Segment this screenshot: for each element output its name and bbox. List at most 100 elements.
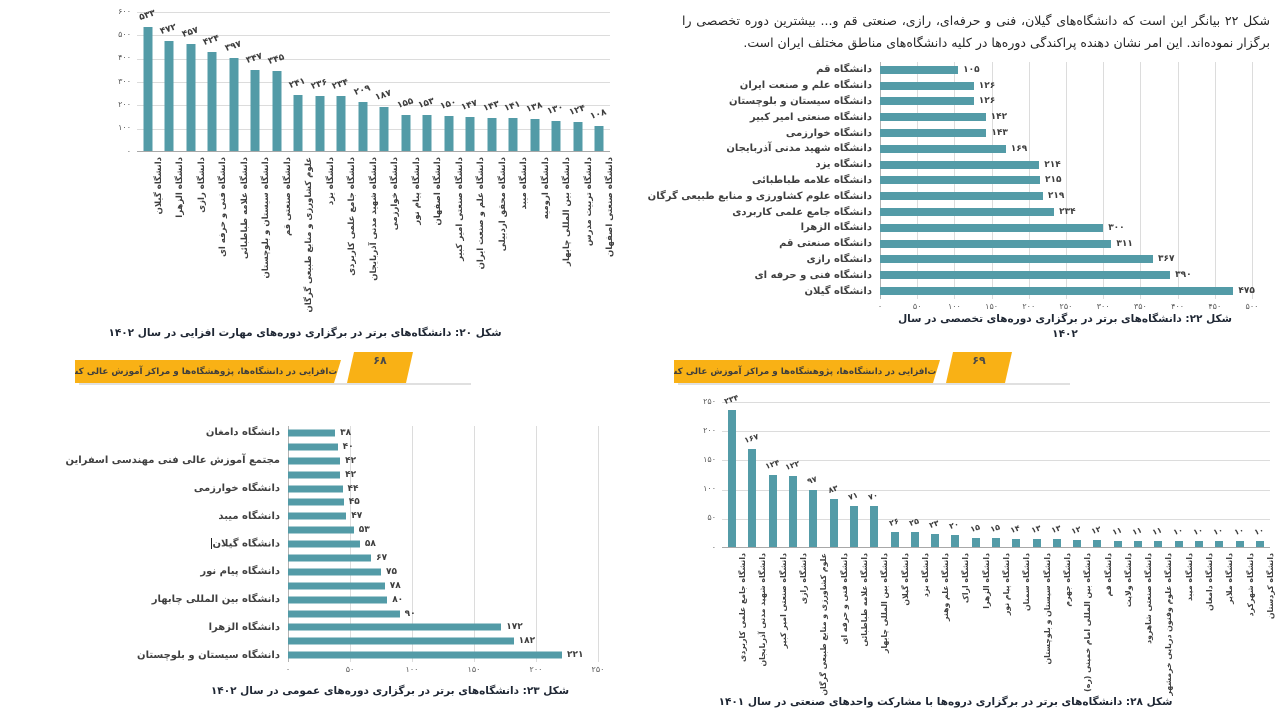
- value-label: ۴۲۴: [202, 33, 222, 49]
- bar-row: دانشگاه علوم کشاورزی و منابع طبیعی گرگان…: [648, 188, 1252, 204]
- value-label: ۱۸۷: [374, 88, 394, 104]
- x-axis-tick: ۴۰۰: [1171, 302, 1185, 311]
- banner-shadow: [678, 383, 1070, 385]
- bar: [1073, 540, 1082, 547]
- bar-row: دانشگاه رازی ۳۶۷: [674, 252, 1252, 268]
- bar-column: ۱۲۲ دانشگاه رازی: [783, 402, 808, 604]
- bar: [880, 160, 1040, 169]
- value-label: ۴۷۲: [159, 22, 179, 37]
- bar-row: دانشگاه الزهرا ۱۷۲: [95, 620, 598, 634]
- bar: [880, 176, 1040, 185]
- bar-track: ۶۷: [288, 551, 598, 565]
- bar: [1154, 540, 1163, 547]
- value-label: ۱۵۳: [417, 96, 437, 112]
- x-axis-tick: ۵۰: [345, 665, 355, 675]
- bar-track: ۴۰: [288, 440, 598, 454]
- gridline: [137, 82, 610, 83]
- category-label: دانشگاه فنی و حرفه ای: [218, 157, 229, 257]
- y-axis-tick: ۲۰۰: [703, 425, 716, 435]
- chart-figure-20: ۰ ۱۰۰ ۲۰۰ ۳۰۰ ۴۰۰ ۵۰۰ ۶۰۰ ۵۳۳ دانشگاه گیلان ۴۷۲ دا…: [70, 4, 630, 354]
- bar-column: ۲۰ دانشگاه اراک: [945, 402, 971, 603]
- bar: [880, 192, 1043, 201]
- value-label: ۴۵: [348, 497, 360, 508]
- bar-track: ۵۸: [288, 537, 598, 551]
- bar-row: دانشگاه صنعتی قم ۳۱۱: [674, 236, 1252, 252]
- bar-column: ۳۴۷ دانشگاه سیستان و بلوچستان: [245, 12, 271, 278]
- category-label: دانشگاه قم: [816, 64, 872, 76]
- bar: [358, 102, 368, 151]
- bar: [1113, 540, 1122, 547]
- y-axis-tick: ۵۰: [707, 513, 716, 523]
- category-label: دانشگاه کردستان: [1265, 553, 1275, 620]
- category-label: دانشگاه رازی: [799, 553, 809, 605]
- bar: [880, 129, 987, 138]
- value-label: ۲۳: [928, 518, 941, 530]
- category-label: دانشگاه محقق اردبیلی: [497, 157, 508, 252]
- bar-column: ۲۳۴ دانشگاه جامع علمی کاربردی: [331, 12, 357, 276]
- bar: [288, 471, 341, 479]
- bar-column: ۱۰ دانشگاه میبد: [1169, 402, 1194, 601]
- value-label: ۷۵: [386, 566, 397, 577]
- bar-column: ۷۱ دانشگاه علامه طباطبائی: [844, 402, 869, 647]
- value-label: ۴۵۷: [180, 25, 200, 41]
- bar-column: ۱۰ دانشگاه شهرکرد: [1229, 402, 1255, 617]
- plot-area: ۲۳۴ دانشگاه جامع علمی کاربردی ۱۶۷ دانشگاه ش…: [722, 393, 1275, 696]
- value-label: ۲۲۱: [567, 650, 584, 661]
- value-label: ۱۲: [1070, 524, 1083, 536]
- y-axis-tick: ۲۵۰: [703, 396, 716, 406]
- value-label: ۱۳۰: [546, 102, 566, 117]
- category-label: دانشگاه فنی و حرفه ای: [754, 269, 873, 281]
- bar: [288, 526, 354, 534]
- value-label: ۲۰: [948, 519, 961, 532]
- bar-track: ۸۰: [288, 593, 598, 607]
- category-label: دانشگاه شهرکرد: [1245, 553, 1255, 617]
- bar: [288, 485, 343, 492]
- bar-column: ۱۵ دانشگاه پیام نور: [986, 402, 1011, 615]
- bar: [288, 429, 336, 437]
- bar-row: ۴۲: [95, 468, 598, 482]
- bar-track: ۱۷۲: [288, 620, 598, 634]
- bar: [849, 505, 858, 547]
- chart-plot-figure-23: ۰ ۵۰ ۱۰۰ ۱۵۰ ۲۰۰ ۲۵۰ دانشگاه دامغان ۳۸ ۴۰ مجتمع آ…: [65, 420, 685, 678]
- bar-row: دانشگاه شهید مدنی آذربایجان ۱۶۹: [674, 141, 1252, 157]
- bar-column: ۱۰ دانشگاه کردستان: [1250, 402, 1275, 620]
- chart-figure-22: ۰ ۵۰ ۱۰۰ ۱۵۰ ۲۰۰ ۲۵۰ ۳۰۰ ۳۵۰ ۴۰۰ ۴۵۰ ۵۰۰ دانشگاه قم…: [648, 58, 1270, 348]
- gridline: [722, 460, 1270, 462]
- bar-column: ۱۰ دانشگاه دامغان: [1189, 402, 1214, 611]
- x-axis-tick: ۱۵۰: [467, 665, 481, 675]
- category-label: دانشگاه پیام نور: [200, 566, 280, 578]
- bar-row: دانشگاه قم ۱۰۵: [674, 62, 1252, 78]
- y-axis-tick: ۱۵۰: [703, 454, 716, 464]
- page-banner-right: مهارت‌افزایی در دانشگاه‌ها، پژوهشگاه‌ها …: [674, 351, 1074, 385]
- gridline: [1214, 62, 1216, 299]
- bar-row: ۴۵: [95, 495, 598, 509]
- banner-shadow: [79, 383, 471, 385]
- value-label: ۱۴۳: [481, 99, 501, 114]
- bar-column: ۱۱ دانشگاه ولایت: [1108, 402, 1133, 607]
- gridline: [722, 489, 1270, 491]
- chart-caption-figure-23: شکل ۲۳: دانشگاه‌های برتر در برگزاری دوره…: [210, 685, 570, 697]
- value-label: ۶۷: [376, 552, 388, 563]
- value-label: ۱۶۷: [743, 432, 761, 446]
- bar-column: ۱۰۸ دانشگاه صنعتی اصفهان: [589, 12, 615, 257]
- category-label: دانشگاه میبد: [218, 510, 280, 522]
- bar-columns: ۵۳۳ دانشگاه گیلان ۴۷۲ دانشگاه الزهرا ۴۵۷ دانش…: [137, 8, 616, 312]
- value-label: ۲۱۹: [1047, 191, 1065, 202]
- bar: [401, 114, 411, 151]
- bar-rows: دانشگاه قم ۱۰۵ دانشگاه علم و صنعت ایران ۱۲۶…: [648, 62, 1255, 299]
- bar-track: ۲۱۴: [880, 157, 1252, 173]
- gridline: [137, 105, 610, 107]
- x-axis-tick: ۰: [285, 665, 291, 675]
- bar: [880, 239, 1112, 248]
- bar-track: ۴۷: [288, 509, 598, 523]
- bar-track: ۴۴: [288, 482, 598, 496]
- intro-paragraph: شکل ۲۲ بیانگر این است که دانشگاه‌های گیل…: [682, 13, 1270, 50]
- bar: [951, 535, 960, 547]
- value-label: ۳۸: [340, 427, 352, 438]
- bar: [143, 26, 153, 151]
- text-cursor: [210, 538, 212, 550]
- value-label: ۳۴۵: [266, 51, 286, 67]
- bar-track: ۴۲: [288, 468, 598, 482]
- category-label: دانشگاه سیستان و بلوچستان: [137, 649, 280, 661]
- bar: [293, 94, 303, 151]
